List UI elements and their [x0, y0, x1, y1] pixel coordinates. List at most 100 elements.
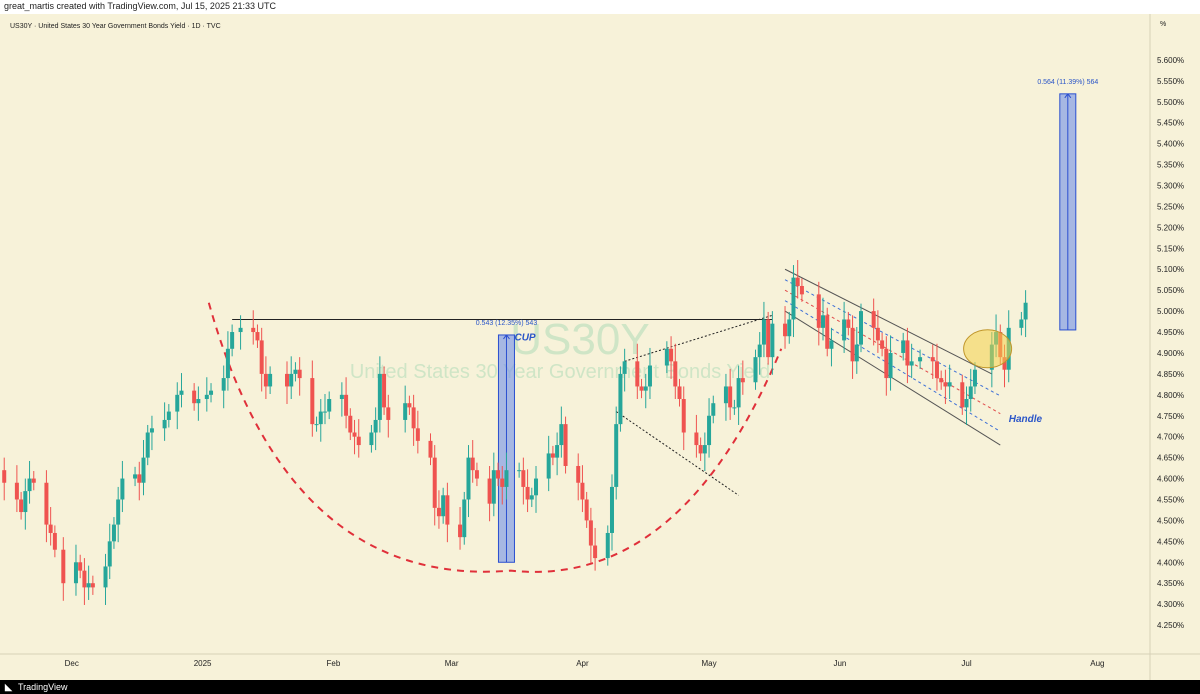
candle-body — [107, 541, 112, 567]
candle-body — [120, 478, 125, 500]
candle-body — [880, 340, 885, 349]
candle-body — [2, 470, 7, 483]
candle-body — [230, 332, 235, 349]
candle-body — [327, 399, 332, 412]
candle-body — [698, 445, 703, 454]
candle-body — [736, 378, 741, 408]
candle-body — [90, 583, 95, 588]
candle-body — [647, 365, 652, 387]
candle-body — [52, 532, 57, 550]
candle-body — [761, 319, 766, 345]
candle-body — [546, 453, 551, 479]
candle-body — [884, 348, 889, 379]
time-tick-label: Jul — [961, 659, 971, 668]
channel-mid-line — [784, 289, 1001, 415]
candle-body — [263, 373, 268, 387]
candle-body — [842, 319, 847, 341]
candle-body — [470, 457, 475, 471]
candle-body — [44, 482, 49, 525]
candle-body — [795, 277, 800, 286]
candle-body — [846, 319, 851, 328]
candle-body — [386, 407, 391, 420]
price-axis[interactable]: 5.600% 5.550% 5.500% 5.450% 5.400% 5.350% 5.30… — [1157, 56, 1184, 630]
candle-body — [251, 327, 256, 333]
candle-body — [854, 344, 859, 362]
price-tick-label: 5.100% — [1157, 265, 1184, 274]
price-tick-label: 5.000% — [1157, 307, 1184, 316]
candle-body — [462, 499, 467, 538]
candle-body — [972, 369, 977, 387]
candle-body — [166, 411, 171, 420]
candle-body — [149, 428, 154, 433]
footer-brand: TradingView — [18, 682, 68, 692]
candle-body — [635, 361, 640, 387]
candle-body — [888, 352, 893, 379]
candle-body — [901, 340, 906, 353]
candle-body — [605, 532, 610, 559]
time-tick-label: May — [701, 659, 716, 668]
price-tick-label: 4.900% — [1157, 349, 1184, 358]
candle-body — [816, 294, 821, 328]
price-tick-label: 4.550% — [1157, 495, 1184, 504]
candle-body — [86, 583, 91, 588]
candle-body — [137, 474, 142, 483]
candle-body — [352, 432, 357, 437]
candle-body — [436, 507, 441, 517]
candle-body — [255, 332, 260, 341]
time-tick-label: Feb — [327, 659, 341, 668]
candle-body — [411, 407, 416, 429]
candle-body — [875, 327, 880, 341]
price-tick-label: 5.050% — [1157, 286, 1184, 295]
candle-body — [588, 520, 593, 546]
candle-body — [939, 378, 944, 383]
candle-body — [209, 390, 214, 395]
candle-body — [732, 407, 737, 409]
candle-body — [175, 394, 180, 412]
candle-body — [799, 285, 804, 295]
cup-label: CUP — [514, 332, 535, 343]
candle-body — [664, 348, 669, 366]
right-measure-arrowhead-b — [1067, 93, 1072, 99]
time-tick-label: Mar — [445, 659, 459, 668]
candle-body — [322, 411, 327, 413]
price-tick-label: 4.600% — [1157, 475, 1184, 484]
candle-body — [821, 315, 826, 328]
price-tick-label: 5.400% — [1157, 140, 1184, 149]
candle-body — [559, 424, 564, 446]
price-tick-label: 4.950% — [1157, 328, 1184, 337]
candle-body — [825, 315, 830, 349]
candle-body — [753, 357, 758, 383]
time-tick-label: Dec — [65, 659, 79, 668]
drawings-back — [207, 93, 1077, 573]
candle-body — [141, 457, 146, 483]
candle-body — [943, 382, 948, 387]
candle-body — [285, 373, 289, 387]
price-tick-label: 5.500% — [1157, 98, 1184, 107]
candle-body — [669, 348, 674, 362]
candle-body — [192, 390, 197, 404]
candle-body — [609, 486, 614, 533]
candle-body — [770, 323, 775, 358]
candle-body — [441, 495, 446, 517]
candle-body — [145, 432, 150, 458]
price-tick-label: 5.300% — [1157, 182, 1184, 191]
candle-body — [1002, 357, 1007, 370]
handle-label: Handle — [1009, 414, 1043, 425]
candle-body — [344, 394, 349, 416]
candle-body — [723, 386, 728, 404]
candle-body — [474, 470, 479, 479]
right-measure-arrowhead-a — [1064, 93, 1069, 99]
candle-body — [643, 386, 648, 391]
time-axis[interactable]: Dec 2025 Feb Mar Apr May Jun Jul Aug — [65, 659, 1105, 668]
candle-body — [496, 470, 501, 479]
candle-body — [517, 470, 522, 472]
price-tick-label: 5.150% — [1157, 244, 1184, 253]
candle-body — [27, 478, 32, 492]
candle-body — [702, 445, 707, 454]
candle-body — [373, 419, 378, 433]
price-chart[interactable]: US30Y · United States 30 Year Government… — [0, 14, 1200, 680]
candle-body — [116, 499, 121, 525]
candle-body — [428, 440, 433, 458]
candle-body — [550, 453, 555, 458]
channel-lower-line — [784, 310, 1001, 446]
